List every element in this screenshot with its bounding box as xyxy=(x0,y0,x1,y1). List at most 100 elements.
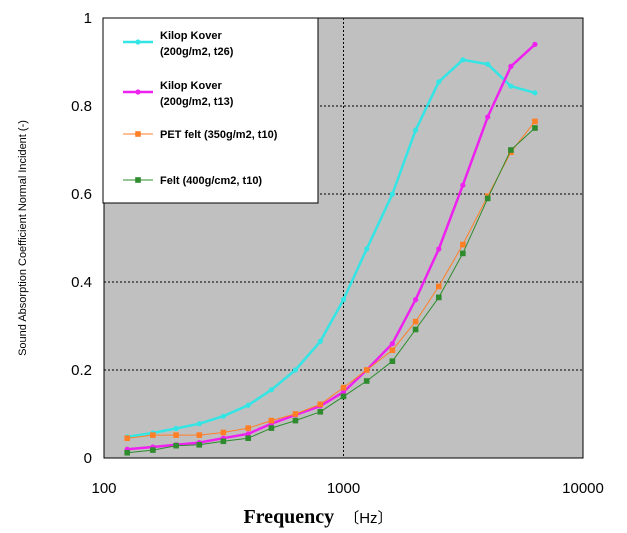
data-point xyxy=(245,431,251,437)
data-point xyxy=(220,429,227,436)
data-point xyxy=(484,195,491,202)
data-point xyxy=(196,421,202,427)
series-line xyxy=(127,43,536,451)
data-point xyxy=(436,79,442,85)
data-point xyxy=(292,411,299,417)
data-point xyxy=(485,61,491,67)
data-point xyxy=(340,389,347,395)
x-tick-label: 10000 xyxy=(562,480,604,497)
data-point xyxy=(363,378,370,384)
legend-swatch-marker xyxy=(135,39,141,45)
legend-label: Felt (400g/cm2, t10) xyxy=(160,175,262,187)
data-point xyxy=(532,90,538,96)
data-point xyxy=(436,283,442,290)
data-point xyxy=(389,191,395,197)
data-point xyxy=(292,367,299,373)
y-tick-label: 0.8 xyxy=(71,98,92,115)
y-tick-label: 0 xyxy=(84,450,92,467)
data-point xyxy=(317,401,324,408)
data-point xyxy=(508,83,514,89)
ticks: 0 0.2 0.4 0.6 0.8 1 100 1000 10000 xyxy=(71,10,604,497)
data-point xyxy=(268,387,275,393)
data-point xyxy=(124,449,131,456)
data-point xyxy=(340,393,347,400)
series-line xyxy=(127,121,536,439)
data-point xyxy=(389,358,396,364)
grid xyxy=(104,18,583,458)
data-point xyxy=(532,118,538,125)
data-point xyxy=(150,432,156,438)
x-tick-label: 1000 xyxy=(327,480,360,497)
x-axis-unit: 〔Hz〕 xyxy=(344,510,392,527)
data-point xyxy=(460,57,466,63)
y-tick-label: 0.4 xyxy=(71,274,92,291)
data-point xyxy=(412,318,419,325)
y-tick-label: 0.6 xyxy=(71,186,92,203)
data-point xyxy=(268,417,275,424)
data-point xyxy=(196,432,203,438)
series-3 xyxy=(124,118,538,441)
data-point xyxy=(245,425,251,431)
data-point xyxy=(268,425,275,431)
data-point xyxy=(124,435,131,441)
data-point xyxy=(532,125,538,131)
legend-entry: PET felt (350g/m2, t10) xyxy=(123,129,278,141)
series-4 xyxy=(124,125,538,456)
data-point xyxy=(173,442,179,449)
data-point xyxy=(173,425,179,432)
legend-label: (200g/m2, t13) xyxy=(160,96,234,108)
plot-frame xyxy=(103,17,584,459)
data-point xyxy=(245,402,251,408)
data-point xyxy=(460,250,466,257)
x-tick-label: 100 xyxy=(91,480,116,497)
x-axis-label: Frequency 〔Hz〕 xyxy=(243,506,392,528)
legend-label: (200g/m2, t26) xyxy=(160,46,234,58)
series-line xyxy=(127,127,536,454)
data-point xyxy=(532,41,538,48)
series-1 xyxy=(124,57,538,440)
data-point xyxy=(485,114,491,120)
data-point xyxy=(317,409,324,415)
data-point xyxy=(292,417,299,424)
data-point xyxy=(412,127,419,133)
data-point xyxy=(364,246,370,252)
data-point xyxy=(412,326,419,333)
data-point xyxy=(245,435,251,441)
data-point xyxy=(436,294,442,301)
data-point xyxy=(317,338,323,344)
data-point xyxy=(436,246,442,252)
data-point xyxy=(508,63,514,69)
series-layer xyxy=(124,41,538,456)
data-point xyxy=(460,241,466,248)
data-point xyxy=(340,384,347,391)
legend-swatch-marker xyxy=(135,131,141,137)
legend: Kilop Kover (200g/m2, t26) Kilop Kover (200… xyxy=(102,17,319,204)
series-line xyxy=(127,58,536,439)
x-axis-label-text: Frequency xyxy=(243,506,334,528)
data-point xyxy=(220,413,226,419)
legend-swatch-marker xyxy=(135,177,141,183)
legend-swatch-marker xyxy=(135,89,141,95)
y-tick-label: 1 xyxy=(84,10,92,27)
data-point xyxy=(220,438,227,445)
data-point xyxy=(150,447,156,453)
data-point xyxy=(389,341,395,347)
data-point xyxy=(173,432,179,438)
legend-entry: Kilop Kover (200g/m2, t13) xyxy=(123,80,234,108)
data-point xyxy=(412,297,419,303)
data-point xyxy=(363,367,370,373)
legend-box xyxy=(102,17,319,204)
data-point xyxy=(389,347,396,353)
data-point xyxy=(196,442,203,448)
data-point xyxy=(340,297,347,303)
legend-entry: Felt (400g/cm2, t10) xyxy=(123,175,262,187)
legend-label: PET felt (350g/m2, t10) xyxy=(160,129,278,141)
data-point xyxy=(460,182,466,188)
y-tick-label: 0.2 xyxy=(71,362,92,379)
legend-label: Kilop Kover xyxy=(160,30,222,42)
y-axis-label: Sound Absorption Coefficient Normal Inci… xyxy=(17,120,29,356)
data-point xyxy=(508,147,514,153)
legend-entry: Kilop Kover (200g/m2, t26) xyxy=(123,30,234,58)
legend-label: Kilop Kover xyxy=(160,80,222,92)
